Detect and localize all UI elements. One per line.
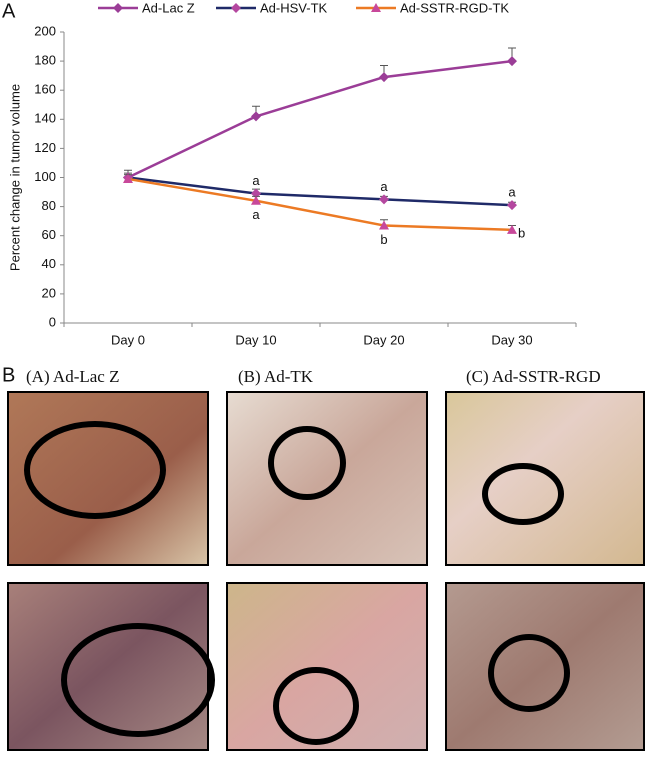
marker — [379, 220, 389, 230]
y-tick-label: 80 — [42, 198, 56, 213]
marker — [379, 194, 389, 205]
legend-label: Ad-HSV-TK — [260, 0, 328, 15]
y-tick-label: 20 — [42, 285, 56, 300]
marker — [251, 111, 261, 122]
x-tick-label: Day 20 — [363, 332, 404, 347]
photo — [7, 391, 209, 566]
marker — [379, 72, 389, 83]
marker — [231, 3, 241, 13]
marker — [251, 195, 261, 205]
marker — [507, 200, 517, 211]
y-tick-label: 160 — [34, 82, 56, 97]
tumor-circle — [488, 634, 570, 712]
legend-label: Ad-SSTR-RGD-TK — [400, 0, 509, 15]
photo-title: (A) Ad-Lac Z — [26, 367, 119, 386]
photo-title: (B) Ad-TK — [238, 367, 314, 386]
marker — [371, 3, 381, 12]
photo — [226, 391, 428, 566]
photos — [7, 391, 645, 751]
tumor-circle — [61, 623, 215, 737]
tumor-circle — [273, 667, 359, 745]
photo — [445, 391, 645, 566]
point-annotation: a — [252, 173, 260, 188]
series-line — [127, 59, 513, 179]
y-tick-label: 140 — [34, 111, 56, 126]
x-tick-label: Day 30 — [491, 332, 532, 347]
photo — [226, 582, 428, 751]
y-tick-label: 60 — [42, 227, 56, 242]
y-tick-label: 100 — [34, 169, 56, 184]
x-tick-label: Day 0 — [111, 332, 145, 347]
y-axis-label: Percent change in tumor volume — [7, 84, 22, 271]
point-annotation: a — [508, 185, 516, 200]
marker — [123, 173, 133, 183]
marker — [507, 224, 517, 234]
y-tick-label: 200 — [34, 23, 56, 38]
y-tick-label: 40 — [42, 256, 56, 271]
tumor-circle — [482, 463, 564, 525]
point-annotation: a — [252, 207, 260, 222]
point-annotation: b — [380, 232, 387, 247]
tumor-circle — [24, 421, 166, 519]
photo — [445, 582, 645, 751]
marker — [507, 56, 517, 67]
series-line — [127, 176, 513, 207]
legend-label: Ad-Lac Z — [142, 0, 195, 15]
marker — [113, 3, 123, 13]
y-tick-label: 120 — [34, 140, 56, 155]
y-tick-label: 0 — [49, 314, 56, 329]
series-line — [127, 177, 513, 232]
panel-label: A — [2, 0, 16, 22]
point-annotation: b — [518, 225, 525, 240]
point-annotation: a — [380, 179, 388, 194]
y-tick-label: 180 — [34, 53, 56, 68]
tumor-circle — [268, 426, 346, 500]
photo — [7, 582, 209, 751]
x-tick-label: Day 10 — [235, 332, 276, 347]
panel-label: B — [2, 364, 15, 386]
photo-title: (C) Ad-SSTR-RGD — [466, 367, 601, 386]
